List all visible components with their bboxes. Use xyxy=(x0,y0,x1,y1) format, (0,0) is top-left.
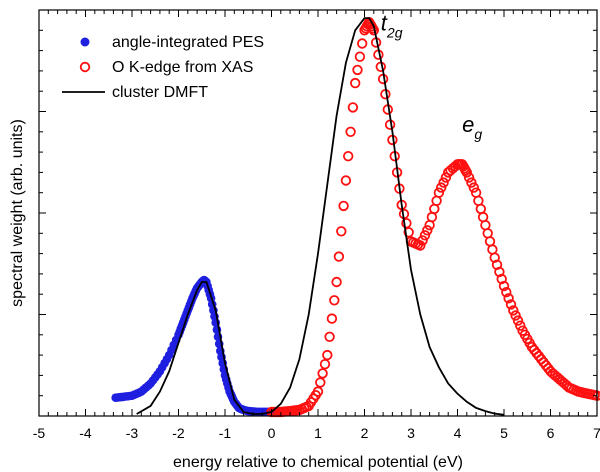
legend-item-1: O K-edge from XAS xyxy=(79,59,253,76)
data-point xyxy=(505,299,517,310)
annotation-subscript: 2g xyxy=(386,24,403,40)
x-tick-label: -3 xyxy=(126,425,139,441)
x-tick-label: 4 xyxy=(454,425,462,441)
data-point xyxy=(317,368,328,379)
data-point xyxy=(440,172,452,183)
x-axis-title: energy relative to chemical potential (e… xyxy=(173,454,463,471)
x-tick-label: 6 xyxy=(547,425,555,441)
data-point xyxy=(322,349,333,361)
annotation-subscript: g xyxy=(474,126,482,142)
peak-annotation-eg: eg xyxy=(462,112,482,142)
data-point xyxy=(461,167,473,178)
legend-marker xyxy=(79,61,91,73)
x-tick-label: -1 xyxy=(219,425,232,441)
data-point xyxy=(345,126,356,138)
data-point xyxy=(508,305,519,316)
data-point xyxy=(352,64,363,76)
x-tick-label: 3 xyxy=(407,425,415,441)
data-point xyxy=(436,182,447,193)
legend-item-2: cluster DMFT xyxy=(62,84,208,101)
x-tick-label: 7 xyxy=(593,425,600,441)
data-point xyxy=(326,313,338,324)
data-point xyxy=(403,227,414,238)
data-point xyxy=(515,320,526,331)
legend-label: cluster DMFT xyxy=(112,84,208,101)
data-point xyxy=(466,177,477,188)
data-point xyxy=(468,182,480,193)
data-point xyxy=(329,295,340,306)
data-point xyxy=(512,315,524,326)
legend-label: angle-integrated PES xyxy=(112,34,264,51)
data-point xyxy=(336,226,347,237)
x-tick-label: -4 xyxy=(79,425,92,441)
series-line xyxy=(136,17,505,416)
peak-annotation-t2g: t2g xyxy=(381,10,403,40)
x-tick-label: 5 xyxy=(500,425,508,441)
data-point xyxy=(319,359,331,370)
legend-label: O K-edge from XAS xyxy=(112,59,253,76)
legend-item-0: angle-integrated PES xyxy=(80,34,264,51)
data-point xyxy=(419,230,431,241)
legend-marker xyxy=(80,37,90,47)
data-point xyxy=(312,386,324,397)
data-point xyxy=(343,150,354,162)
x-tick-label: -5 xyxy=(33,425,46,441)
data-point xyxy=(338,200,349,212)
frame-layer xyxy=(38,9,598,417)
data-point xyxy=(415,240,426,251)
data-point xyxy=(498,280,510,292)
legend: angle-integrated PES O K-edge from XAS clu… xyxy=(62,34,264,101)
data-point xyxy=(463,172,475,183)
x-tick-label: 1 xyxy=(314,425,322,441)
text-layer: -5 -4 -3 -2 -1 0 1 2 3 4 5 6 7 energy relative to che… xyxy=(9,10,600,471)
data-point xyxy=(426,211,438,223)
data-point xyxy=(350,77,361,89)
data-point xyxy=(340,175,352,186)
data-point xyxy=(347,102,359,113)
x-tick-label: 2 xyxy=(361,425,369,441)
x-tick-label: -2 xyxy=(172,425,185,441)
series-2 xyxy=(136,17,505,416)
data-point xyxy=(333,251,345,262)
x-tick-label: 0 xyxy=(268,425,276,441)
data-point xyxy=(315,377,326,388)
data-point xyxy=(503,293,514,304)
data-point xyxy=(401,217,412,229)
annotation-base: t xyxy=(381,10,388,35)
data-point xyxy=(331,276,342,288)
data-point xyxy=(357,38,368,49)
data-point xyxy=(510,310,521,321)
annotation-base: e xyxy=(462,112,474,137)
data-point xyxy=(475,203,487,215)
data-point xyxy=(354,51,366,62)
data-point xyxy=(487,244,498,255)
data-point xyxy=(422,225,433,236)
y-axis-title: spectral weight (arb. units) xyxy=(9,119,26,307)
data-point xyxy=(438,177,449,188)
data-point xyxy=(501,287,512,298)
data-point xyxy=(433,187,445,198)
data-point xyxy=(324,331,335,343)
data-point xyxy=(417,235,428,246)
series-layer xyxy=(111,17,600,418)
